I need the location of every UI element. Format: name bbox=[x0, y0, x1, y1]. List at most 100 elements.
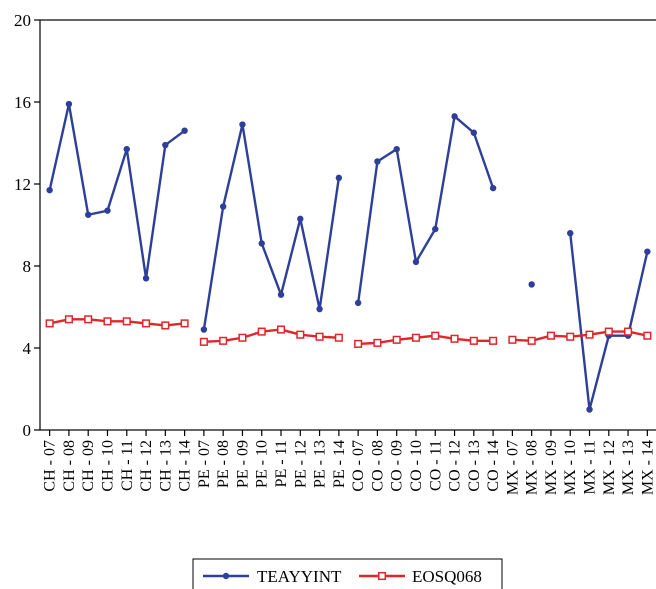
x-tick-label: CO - 14 bbox=[485, 440, 502, 492]
data-point bbox=[199, 337, 208, 346]
y-tick-label: 12 bbox=[14, 175, 31, 194]
y-tick-label: 16 bbox=[14, 93, 31, 112]
y-tick-label: 4 bbox=[23, 339, 32, 358]
x-tick-label: CO - 12 bbox=[447, 440, 464, 492]
data-point bbox=[296, 330, 305, 339]
series-teayyint bbox=[46, 100, 651, 413]
x-tick-label: CH - 10 bbox=[99, 440, 116, 492]
x-tick-label: CO - 08 bbox=[369, 440, 386, 492]
series-line bbox=[48, 102, 186, 280]
data-point bbox=[644, 248, 651, 255]
data-point bbox=[527, 336, 536, 345]
data-point bbox=[335, 174, 343, 182]
data-point bbox=[142, 275, 150, 282]
data-point bbox=[567, 230, 574, 237]
data-point bbox=[64, 315, 73, 324]
data-point bbox=[489, 336, 498, 345]
data-point bbox=[162, 141, 169, 149]
data-point bbox=[393, 145, 400, 153]
x-tick-label: PE - 07 bbox=[196, 440, 213, 488]
x-tick-label: CO - 11 bbox=[427, 440, 444, 491]
data-point bbox=[103, 317, 112, 326]
x-tick-label: CH - 11 bbox=[119, 440, 136, 491]
data-point bbox=[104, 207, 111, 214]
x-tick-label: CO - 13 bbox=[466, 440, 483, 492]
data-point bbox=[316, 305, 323, 313]
plot-area bbox=[39, 19, 656, 431]
legend-marker bbox=[222, 572, 230, 580]
x-tick-label: PE - 14 bbox=[331, 440, 348, 488]
x-tick-label: CH - 14 bbox=[177, 440, 194, 492]
data-point bbox=[374, 158, 381, 165]
data-point bbox=[392, 335, 401, 344]
x-tick-label: PE - 08 bbox=[215, 440, 232, 488]
legend-label: EOSQ068 bbox=[412, 567, 482, 586]
data-point bbox=[546, 331, 556, 340]
data-point bbox=[528, 281, 535, 288]
data-point bbox=[161, 321, 170, 330]
x-tick-label: CH - 12 bbox=[138, 440, 155, 492]
data-point bbox=[373, 338, 382, 347]
series-line bbox=[202, 123, 341, 330]
y-tick-label: 20 bbox=[14, 11, 31, 30]
data-point bbox=[354, 299, 362, 307]
series-eosq068 bbox=[45, 315, 652, 348]
x-tick-label: MX - 14 bbox=[639, 440, 656, 495]
data-point bbox=[431, 331, 440, 340]
data-point bbox=[180, 319, 189, 328]
x-tick-label: MX - 10 bbox=[562, 440, 579, 495]
data-point bbox=[219, 203, 227, 210]
data-point bbox=[469, 336, 478, 345]
data-point bbox=[45, 319, 54, 328]
x-tick-label: MX - 09 bbox=[543, 440, 560, 495]
data-point bbox=[451, 113, 458, 120]
data-point bbox=[85, 211, 92, 218]
data-point bbox=[489, 184, 497, 192]
data-point bbox=[566, 332, 575, 341]
y-tick-label: 8 bbox=[23, 257, 32, 276]
x-tick-label: PE - 11 bbox=[273, 440, 290, 487]
legend-marker bbox=[377, 571, 387, 581]
data-point bbox=[643, 331, 652, 340]
series-layer bbox=[45, 100, 652, 413]
data-point bbox=[123, 145, 130, 153]
data-point bbox=[315, 332, 324, 341]
legend-label: TEAYYINT bbox=[257, 567, 342, 586]
legend-box bbox=[192, 558, 503, 589]
data-point bbox=[141, 319, 151, 328]
data-point bbox=[65, 100, 73, 108]
x-tick-label: MX - 08 bbox=[524, 440, 541, 495]
data-point bbox=[257, 327, 266, 336]
x-tick-label: MX - 07 bbox=[504, 440, 521, 495]
data-point bbox=[46, 186, 53, 194]
x-tick-label: MX - 13 bbox=[620, 440, 637, 495]
data-point bbox=[219, 336, 228, 345]
x-tick-label: CH - 09 bbox=[80, 440, 97, 492]
x-tick-label: PE - 09 bbox=[234, 440, 251, 488]
x-tick-label: PE - 13 bbox=[312, 440, 329, 488]
data-point bbox=[432, 225, 439, 233]
data-point bbox=[334, 333, 343, 342]
x-tick-label: CH - 13 bbox=[157, 440, 174, 492]
x-tick-label: PE - 10 bbox=[254, 440, 271, 488]
x-tick-label: CO - 09 bbox=[389, 440, 406, 492]
x-tick-label: CO - 10 bbox=[408, 440, 425, 492]
data-point bbox=[470, 129, 478, 136]
data-point bbox=[122, 317, 131, 326]
x-tick-label: MX - 11 bbox=[582, 440, 599, 495]
data-point bbox=[239, 121, 246, 128]
data-point bbox=[181, 127, 188, 134]
series-line bbox=[569, 233, 649, 411]
data-point bbox=[586, 406, 593, 413]
data-point bbox=[200, 326, 208, 333]
data-point bbox=[258, 240, 265, 247]
data-point bbox=[412, 258, 420, 266]
data-point bbox=[297, 215, 304, 223]
y-tick-label: 0 bbox=[23, 421, 32, 440]
x-tick-label: CO - 07 bbox=[350, 440, 367, 492]
data-point bbox=[238, 333, 247, 342]
x-tick-label: MX - 12 bbox=[601, 440, 618, 495]
legend: TEAYYINT EOSQ068 bbox=[192, 558, 503, 589]
data-point bbox=[84, 315, 93, 324]
